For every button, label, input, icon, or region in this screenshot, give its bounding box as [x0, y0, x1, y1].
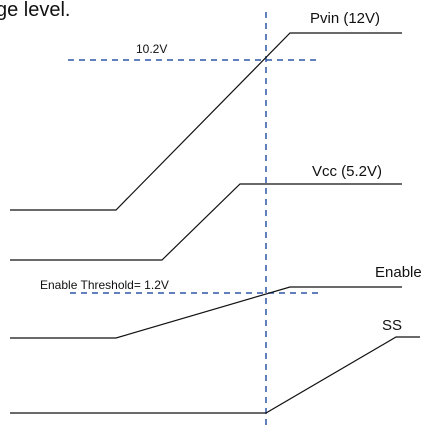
enable-threshold-label: Enable Threshold= 1.2V [40, 278, 169, 292]
signal-label-pvin: Pvin (12V) [310, 10, 380, 27]
signal-label-vcc: Vcc (5.2V) [312, 163, 382, 180]
ss-trace [10, 337, 420, 413]
pvin-level-label: 10.2V [136, 42, 167, 56]
vcc-trace [10, 184, 402, 260]
signal-label-enable: Enable [375, 264, 422, 281]
enable-trace [10, 287, 402, 338]
signal-label-ss: SS [382, 317, 402, 334]
caption-fragment: ge level. [0, 0, 71, 21]
